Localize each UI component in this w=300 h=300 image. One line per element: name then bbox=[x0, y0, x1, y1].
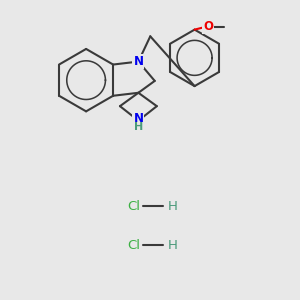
Text: Cl: Cl bbox=[127, 200, 140, 213]
Text: H: H bbox=[167, 238, 177, 252]
Text: O: O bbox=[203, 20, 213, 33]
Text: H: H bbox=[167, 200, 177, 213]
Text: H: H bbox=[134, 122, 143, 132]
Text: N: N bbox=[134, 55, 143, 68]
Text: N: N bbox=[134, 112, 143, 125]
Text: Cl: Cl bbox=[127, 238, 140, 252]
